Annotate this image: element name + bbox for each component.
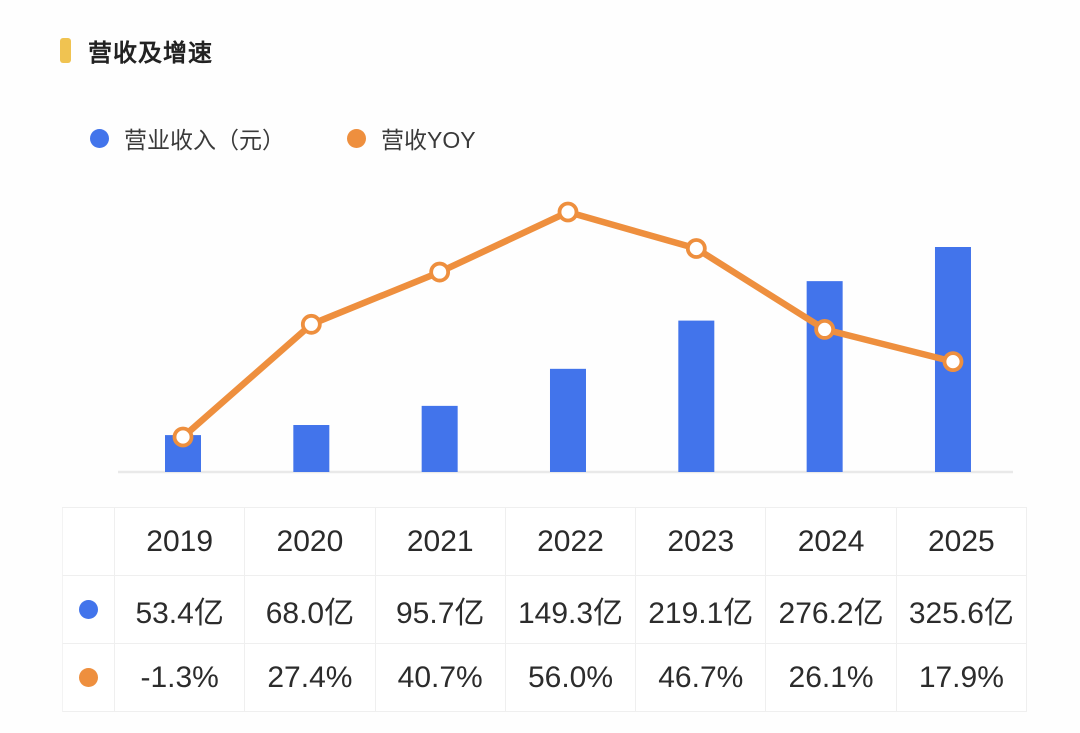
revenue-bar-2025 bbox=[934, 247, 971, 472]
section-title-text: 营收及增速 bbox=[88, 40, 213, 67]
yoy-marker-2024 bbox=[814, 319, 836, 340]
yoy-value: 56.0% bbox=[505, 644, 637, 712]
yoy-marker-2022 bbox=[557, 201, 579, 223]
yoy-legend-dot-icon bbox=[347, 128, 366, 148]
chart-legend: 营业收入（元） 营收YOY bbox=[90, 121, 476, 155]
revenue-bar-2023 bbox=[678, 320, 715, 472]
yoy-legend-label: 营收YOY bbox=[381, 127, 476, 153]
revenue-value: 325.6亿 bbox=[896, 576, 1027, 644]
yoy-value: 27.4% bbox=[245, 644, 376, 712]
revenue-value: 53.4亿 bbox=[115, 576, 246, 644]
year-header: 2022 bbox=[505, 508, 637, 576]
revenue-bar-2024 bbox=[806, 281, 843, 472]
revenue-bar-2020 bbox=[293, 425, 330, 472]
yoy-value: 46.7% bbox=[636, 644, 767, 712]
revenue-row-marker-cell bbox=[62, 576, 115, 644]
revenue-bar-2022 bbox=[549, 368, 586, 472]
data-table: 2019 2020 2021 2022 2023 2024 2025 53.4亿… bbox=[62, 507, 1027, 712]
yoy-value: 17.9% bbox=[896, 644, 1027, 712]
year-header: 2025 bbox=[896, 508, 1027, 576]
revenue-value: 68.0亿 bbox=[245, 576, 376, 644]
table-corner-cell bbox=[62, 508, 115, 576]
year-header: 2024 bbox=[766, 508, 897, 576]
revenue-bar-2019 bbox=[165, 435, 201, 472]
yoy-marker-2021 bbox=[429, 261, 451, 283]
revenue-value: 276.2亿 bbox=[766, 576, 897, 644]
revenue-bar-2021 bbox=[421, 405, 458, 472]
revenue-value: 149.3亿 bbox=[505, 576, 637, 644]
yoy-value: 26.1% bbox=[766, 644, 897, 712]
yoy-marker-2019 bbox=[172, 426, 194, 448]
yoy-marker-2025 bbox=[942, 351, 964, 373]
yoy-value: -1.3% bbox=[115, 644, 246, 712]
title-accent-bar-icon bbox=[60, 38, 71, 63]
revenue-row-dot-icon bbox=[79, 600, 98, 619]
legend-item-yoy: 营收YOY bbox=[347, 121, 476, 155]
yoy-marker-2023 bbox=[685, 238, 707, 259]
year-header: 2021 bbox=[375, 508, 506, 576]
revenue-value: 219.1亿 bbox=[636, 576, 767, 644]
revenue-legend-dot-icon bbox=[90, 128, 109, 148]
year-header: 2023 bbox=[636, 508, 767, 576]
section-title: 营收及增速 bbox=[60, 33, 213, 68]
yoy-row-dot-icon bbox=[79, 668, 98, 687]
year-header: 2020 bbox=[245, 508, 376, 576]
revenue-value: 95.7亿 bbox=[375, 576, 506, 644]
legend-item-revenue: 营业收入（元） bbox=[90, 121, 285, 155]
year-header: 2019 bbox=[115, 508, 246, 576]
yoy-row-marker-cell bbox=[62, 644, 115, 712]
yoy-line bbox=[179, 208, 957, 441]
yoy-marker-2020 bbox=[300, 313, 322, 335]
revenue-legend-label: 营业收入（元） bbox=[124, 127, 285, 153]
yoy-value: 40.7% bbox=[375, 644, 506, 712]
